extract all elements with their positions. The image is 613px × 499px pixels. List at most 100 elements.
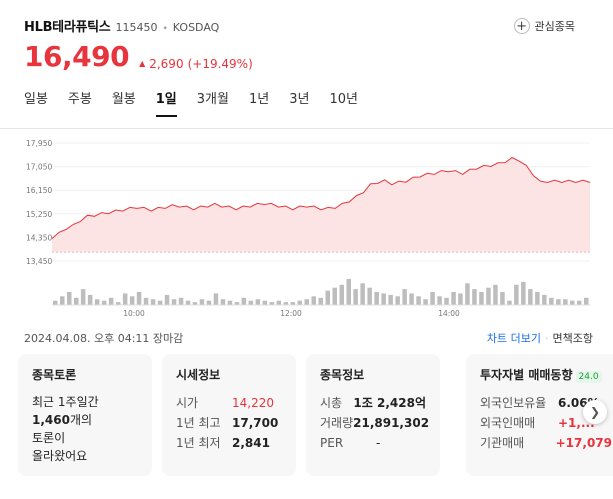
info-value: -: [376, 436, 381, 450]
volume-bar: [563, 299, 568, 305]
link-separator: ·: [545, 331, 549, 345]
volume-bar: [283, 302, 289, 305]
price-chart-svg: 17,950 17,050 16,150 15,250 14,350 13,450 10:0…: [26, 139, 591, 318]
stock-info-card[interactable]: 종목정보 시총 1조 2,428억 거래량 21,891,302 PER -: [306, 354, 440, 476]
volume-bar: [353, 289, 358, 305]
quote-row-open: 시가 14,220: [176, 393, 282, 413]
volume-bar: [192, 302, 198, 305]
watchlist-label: 관심종목: [534, 20, 575, 33]
quote-row-year-low: 1년 최저 2,841: [176, 433, 282, 453]
volume-bar: [521, 281, 526, 305]
volume-bar: [528, 289, 533, 305]
volume-bar: [507, 300, 512, 305]
volume-bar: [416, 296, 421, 305]
disclaimer-link[interactable]: 면책조항: [552, 332, 593, 345]
volume-bar: [164, 294, 170, 305]
tab-3-years[interactable]: 3년: [289, 92, 310, 107]
volume-bar: [101, 300, 107, 305]
chevron-right-icon[interactable]: ❯: [583, 400, 607, 424]
volume-bar: [94, 299, 100, 305]
forum-summary: 최근 1주일간 1,460개의 토론이 올라왔어요: [32, 393, 138, 465]
quote-label: 1년 최저: [176, 436, 221, 450]
tab-3-months[interactable]: 3개월: [196, 92, 229, 107]
volume-bar: [143, 297, 149, 305]
volume-bar: [395, 296, 400, 305]
plus-icon: +: [513, 18, 530, 34]
forum-line-2: 개의: [69, 413, 93, 427]
volume-bar: [157, 300, 163, 305]
tab-1-day[interactable]: 1일: [155, 88, 177, 117]
volume-bar: [220, 299, 226, 305]
volume-bar: [325, 290, 330, 305]
volume-bar: [129, 296, 135, 305]
add-watchlist-button[interactable]: + 관심종목: [513, 18, 575, 34]
volume-bar: [423, 299, 428, 305]
volume-bar: [80, 289, 86, 305]
volume-bar: [500, 292, 505, 305]
stock-name[interactable]: HLB테라퓨틱스: [24, 20, 111, 35]
forum-count: 1,460: [32, 413, 70, 427]
volume-bar: [584, 297, 589, 305]
volume-bar: [241, 297, 247, 305]
volume-bar: [381, 293, 386, 305]
volume-bar: [74, 297, 79, 305]
volume-bar: [465, 283, 470, 305]
quote-value: 14,220: [232, 396, 274, 410]
title-row: HLB테라퓨틱스 115450 • KOSDAQ: [24, 16, 613, 35]
volume-bar: [360, 283, 365, 305]
volume-bar: [108, 297, 114, 305]
investor-label: 외국인매매: [480, 416, 536, 430]
change-percent: (+19.49%): [187, 56, 253, 71]
stock-code: 115450: [115, 21, 158, 34]
chart-links: 차트 더보기 · 면책조항: [487, 330, 593, 346]
volume-bar: [248, 300, 254, 305]
volume-bar: [493, 284, 498, 305]
tab-monthly-candle[interactable]: 월봉: [111, 92, 136, 107]
volume-bar: [542, 294, 547, 305]
timestamp-row: 2024.04.08. 오후 04:11 장마감: [24, 330, 183, 346]
quote-label: 1년 최고: [176, 416, 221, 430]
volume-bar: [150, 299, 156, 305]
y-tick-label: 14,350: [26, 233, 52, 242]
info-row-per: PER -: [320, 433, 426, 453]
volume-bar: [276, 300, 282, 305]
quote-card[interactable]: 시세정보 시가 14,220 1년 최고 17,700 1년 최저 2,841: [162, 354, 296, 476]
volume-bar: [339, 284, 344, 305]
volume-bar: [444, 297, 449, 305]
tab-1-year[interactable]: 1년: [248, 92, 270, 107]
info-row-market-cap: 시총 1조 2,428억: [320, 393, 426, 413]
price-change: ▲ 2,690 (+19.49%): [139, 57, 253, 71]
tab-daily-candle[interactable]: 일봉: [24, 92, 48, 107]
price-line: [51, 156, 591, 239]
volume-bar: [227, 300, 233, 305]
chart-more-link[interactable]: 차트 더보기: [486, 332, 542, 345]
tab-weekly-candle[interactable]: 주봉: [67, 92, 92, 107]
stock-market: KOSDAQ: [172, 21, 220, 34]
y-tick-label: 16,150: [26, 186, 52, 195]
tab-10-years[interactable]: 10년: [329, 92, 358, 107]
volume-bar: [472, 289, 477, 305]
volume-bar: [430, 292, 435, 305]
current-price: 16,490: [24, 40, 130, 73]
volume-bar: [479, 292, 484, 305]
volume-bar: [53, 300, 58, 305]
price-row: 16,490 ▲ 2,690 (+19.49%): [24, 40, 253, 73]
y-tick-label: 13,450: [26, 257, 52, 266]
price-chart[interactable]: 17,950 17,050 16,150 15,250 14,350 13,450 10:0…: [0, 128, 613, 324]
volume-bar: [556, 299, 561, 305]
info-value: 21,891,302: [353, 416, 430, 430]
volume-bar: [234, 302, 240, 305]
volume-bar: [213, 293, 219, 305]
volume-bar: [318, 297, 323, 305]
volume-bar: [115, 302, 121, 305]
timestamp: 2024.04.08. 오후 04:11: [24, 332, 150, 345]
volume-bar: [199, 299, 205, 305]
forum-card[interactable]: 종목토론 최근 1주일간 1,460개의 토론이 올라왔어요: [18, 354, 152, 476]
volume-bar: [570, 300, 575, 305]
volume-bar: [458, 293, 463, 305]
volume-bar: [297, 300, 302, 305]
volume-bar: [535, 292, 540, 305]
volume-bar: [402, 289, 407, 305]
y-tick-label: 17,950: [26, 139, 52, 148]
volume-bar: [60, 296, 65, 305]
